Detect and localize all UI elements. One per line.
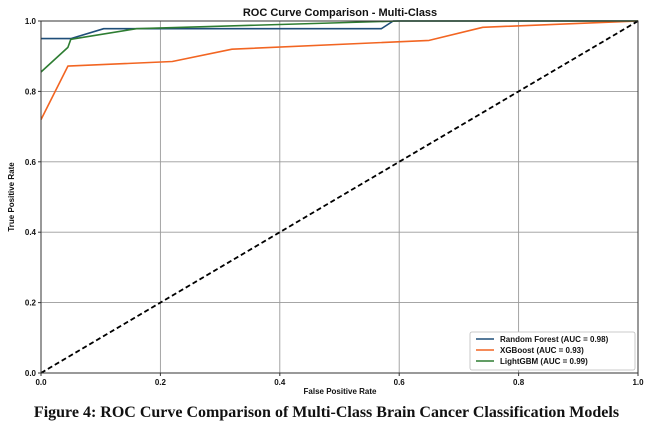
series-line-chance-diagonal — [40, 20, 639, 374]
plot-frame — [40, 20, 639, 374]
figure-caption: Figure 4: ROC Curve Comparison of Multi-… — [33, 404, 620, 421]
y-axis-label: True Positive Rate — [7, 162, 16, 232]
chart-title: ROC Curve Comparison - Multi-Class — [243, 7, 437, 19]
legend-box — [469, 331, 636, 371]
legend-label-random-forest: Random Forest (AUC = 0.98) — [500, 335, 609, 344]
x-tick-label: 0.6 — [394, 378, 406, 387]
legend: Random Forest (AUC = 0.98) XGBoost (AUC =… — [469, 331, 636, 371]
x-tick-label: 0.8 — [513, 378, 525, 387]
y-tick-label: 0.4 — [25, 228, 37, 237]
y-tick-label: 0.6 — [25, 158, 37, 167]
x-tick-label: 0.0 — [35, 378, 47, 387]
y-tick-label: 1.0 — [25, 17, 37, 26]
x-axis-label: False Positive Rate — [304, 387, 377, 396]
x-tick-label: 0.2 — [155, 378, 167, 387]
ticks: 0.0 0.2 0.4 0.6 0.8 1.0 0.0 0.2 0.4 0.6 0.8 1.0 — [25, 17, 644, 387]
y-tick-label: 0.2 — [25, 299, 37, 308]
y-tick-label: 0.8 — [25, 87, 37, 96]
legend-label-xgboost: XGBoost (AUC = 0.93) — [500, 346, 584, 355]
roc-chart: 0.0 0.2 0.4 0.6 0.8 1.0 0.0 0.2 0.4 0.6 0.8 1.0 ROC… — [7, 7, 644, 396]
series-line-xgboost — [40, 20, 639, 120]
y-tick-label: 0.0 — [25, 369, 37, 378]
x-tick-label: 1.0 — [632, 378, 644, 387]
x-tick-label: 0.4 — [274, 378, 286, 387]
legend-label-lightgbm: LightGBM (AUC = 0.99) — [500, 357, 588, 366]
